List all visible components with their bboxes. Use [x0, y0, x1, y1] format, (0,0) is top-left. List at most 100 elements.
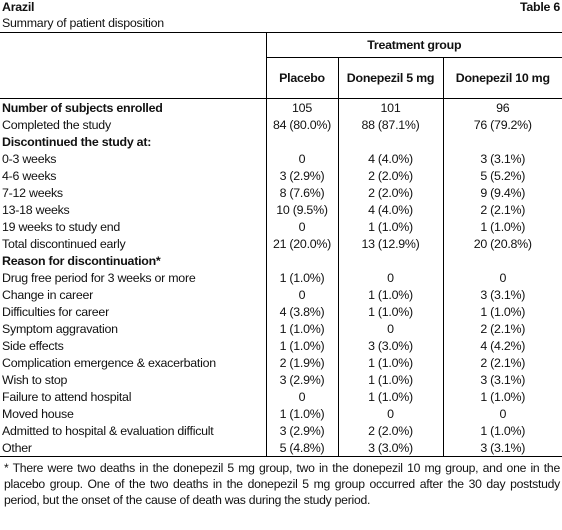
- row-label: Side effects: [2, 338, 64, 353]
- cell: 0: [265, 388, 338, 405]
- cell: 105: [265, 98, 338, 116]
- cell: [442, 133, 562, 150]
- cell: 1 (1.0%): [337, 388, 443, 405]
- row-label: Wish to stop: [2, 372, 68, 387]
- cell: 3 (2.9%): [265, 371, 338, 388]
- row-label: Admitted to hospital & evaluation diffic…: [2, 423, 214, 438]
- row-label: 4-6 weeks: [2, 168, 57, 183]
- cell: 0: [337, 405, 443, 422]
- blank-cell: [0, 57, 266, 99]
- column-header: Placebo: [265, 57, 338, 99]
- row-label: 13-18 weeks: [2, 202, 70, 217]
- table-row: Failure to attend hospital 0 1 (1.0%) 1 (1.…: [0, 388, 562, 405]
- cell: 0: [442, 405, 562, 422]
- row-label: Change in career: [2, 287, 94, 302]
- table-row: Side effects 1 (1.0%) 3 (3.0%) 4 (4.2%): [0, 337, 562, 354]
- cell: 4 (4.0%): [337, 150, 443, 167]
- row-label: Total discontinued early: [2, 236, 126, 251]
- cell: 3 (2.9%): [265, 167, 338, 184]
- header: Arazil Table 6: [0, 0, 562, 15]
- row-label: Moved house: [2, 406, 74, 421]
- table-row: Admitted to hospital & evaluation diffic…: [0, 422, 562, 439]
- blank-cell: [0, 33, 266, 58]
- cell: 9 (9.4%): [442, 184, 562, 201]
- cell: 1 (1.0%): [337, 218, 443, 235]
- cell: 3 (2.9%): [265, 422, 338, 439]
- cell: 3 (3.1%): [442, 150, 562, 167]
- table-row: Moved house 1 (1.0%) 0 0: [0, 405, 562, 422]
- cell: 0: [337, 320, 443, 337]
- row-label: 0-3 weeks: [2, 151, 57, 166]
- cell: 1 (1.0%): [337, 286, 443, 303]
- table: Treatment group Placebo Donepezil 5 mg Don…: [0, 32, 562, 457]
- cell: 20 (20.8%): [442, 235, 562, 252]
- cell: 3 (3.1%): [442, 439, 562, 457]
- table-row: Change in career 0 1 (1.0%) 3 (3.1%): [0, 286, 562, 303]
- cell: 5 (4.8%): [265, 439, 338, 457]
- cell: 4 (3.8%): [265, 303, 338, 320]
- cell: 1 (1.0%): [265, 337, 338, 354]
- cell: 1 (1.0%): [442, 422, 562, 439]
- table-label: Table 6: [519, 0, 560, 14]
- cell: 2 (1.9%): [265, 354, 338, 371]
- cell: 0: [265, 218, 338, 235]
- cell: 88 (87.1%): [337, 116, 443, 133]
- table-row: Total discontinued early 21 (20.0%) 13 (12…: [0, 235, 562, 252]
- cell: 4 (4.0%): [337, 201, 443, 218]
- cell: 0: [442, 269, 562, 286]
- cell: 3 (3.0%): [337, 337, 443, 354]
- cell: 8 (7.6%): [265, 184, 338, 201]
- cell: 2 (2.0%): [337, 167, 443, 184]
- cell: [442, 252, 562, 269]
- cell: 1 (1.0%): [442, 303, 562, 320]
- cell: 10 (9.5%): [265, 201, 338, 218]
- group-header-row: Treatment group: [0, 32, 562, 58]
- table-row: Drug free period for 3 weeks or more 1 (1…: [0, 269, 562, 286]
- row-label: 7-12 weeks: [2, 185, 63, 200]
- table-row: Wish to stop 3 (2.9%) 1 (1.0%) 3 (3.1%): [0, 371, 562, 388]
- table-row: Discontinued the study at:: [0, 133, 562, 150]
- cell: 1 (1.0%): [265, 269, 338, 286]
- table-row: 4-6 weeks 3 (2.9%) 2 (2.0%) 5 (5.2%): [0, 167, 562, 184]
- cell: 96: [442, 98, 562, 116]
- table-row: Symptom aggravation 1 (1.0%) 0 2 (2.1%): [0, 320, 562, 337]
- cell: 1 (1.0%): [265, 405, 338, 422]
- cell: 3 (3.1%): [442, 371, 562, 388]
- cell: 0: [337, 269, 443, 286]
- table-row: 19 weeks to study end 0 1 (1.0%) 1 (1.0%): [0, 218, 562, 235]
- row-label: Discontinued the study at:: [2, 134, 152, 149]
- cell: 76 (79.2%): [442, 116, 562, 133]
- cell: 2 (2.1%): [442, 201, 562, 218]
- cell: 0: [265, 286, 338, 303]
- row-label: Difficulties for career: [2, 304, 109, 319]
- row-label: Completed the study: [2, 117, 111, 132]
- row-label: Other: [2, 440, 32, 455]
- cell: 1 (1.0%): [337, 371, 443, 388]
- cell: [265, 252, 338, 269]
- table-row: 7-12 weeks 8 (7.6%) 2 (2.0%) 9 (9.4%): [0, 184, 562, 201]
- table-row: Completed the study 84 (80.0%) 88 (87.1%) 7…: [0, 116, 562, 133]
- cell: 2 (2.1%): [442, 320, 562, 337]
- row-label: Failure to attend hospital: [2, 389, 132, 404]
- cell: 21 (20.0%): [265, 235, 338, 252]
- title: Arazil: [2, 0, 35, 14]
- cell: 2 (2.0%): [337, 422, 443, 439]
- table-row: 0-3 weeks 0 4 (4.0%) 3 (3.1%): [0, 150, 562, 167]
- row-label: Symptom aggravation: [2, 321, 118, 336]
- column-header: Donepezil 5 mg: [337, 57, 443, 99]
- row-label: Complication emergence & exacerbation: [2, 355, 216, 370]
- table-row: Other 5 (4.8%) 3 (3.0%) 3 (3.1%): [0, 439, 562, 457]
- footnote: * There were two deaths in the donepezil…: [4, 461, 560, 507]
- table-body: Treatment group Placebo Donepezil 5 mg Don…: [0, 32, 562, 457]
- cell: 1 (1.0%): [442, 218, 562, 235]
- cell: 101: [337, 98, 443, 116]
- column-header: Donepezil 10 mg: [442, 57, 562, 99]
- table-row: 13-18 weeks 10 (9.5%) 4 (4.0%) 2 (2.1%): [0, 201, 562, 218]
- group-header: Treatment group: [265, 32, 562, 58]
- table-row: Difficulties for career 4 (3.8%) 1 (1.0%) 1…: [0, 303, 562, 320]
- table-row: Number of subjects enrolled 105 101 96: [0, 98, 562, 116]
- cell: 3 (3.0%): [337, 439, 443, 457]
- cell: 84 (80.0%): [265, 116, 338, 133]
- row-label: 19 weeks to study end: [2, 219, 121, 234]
